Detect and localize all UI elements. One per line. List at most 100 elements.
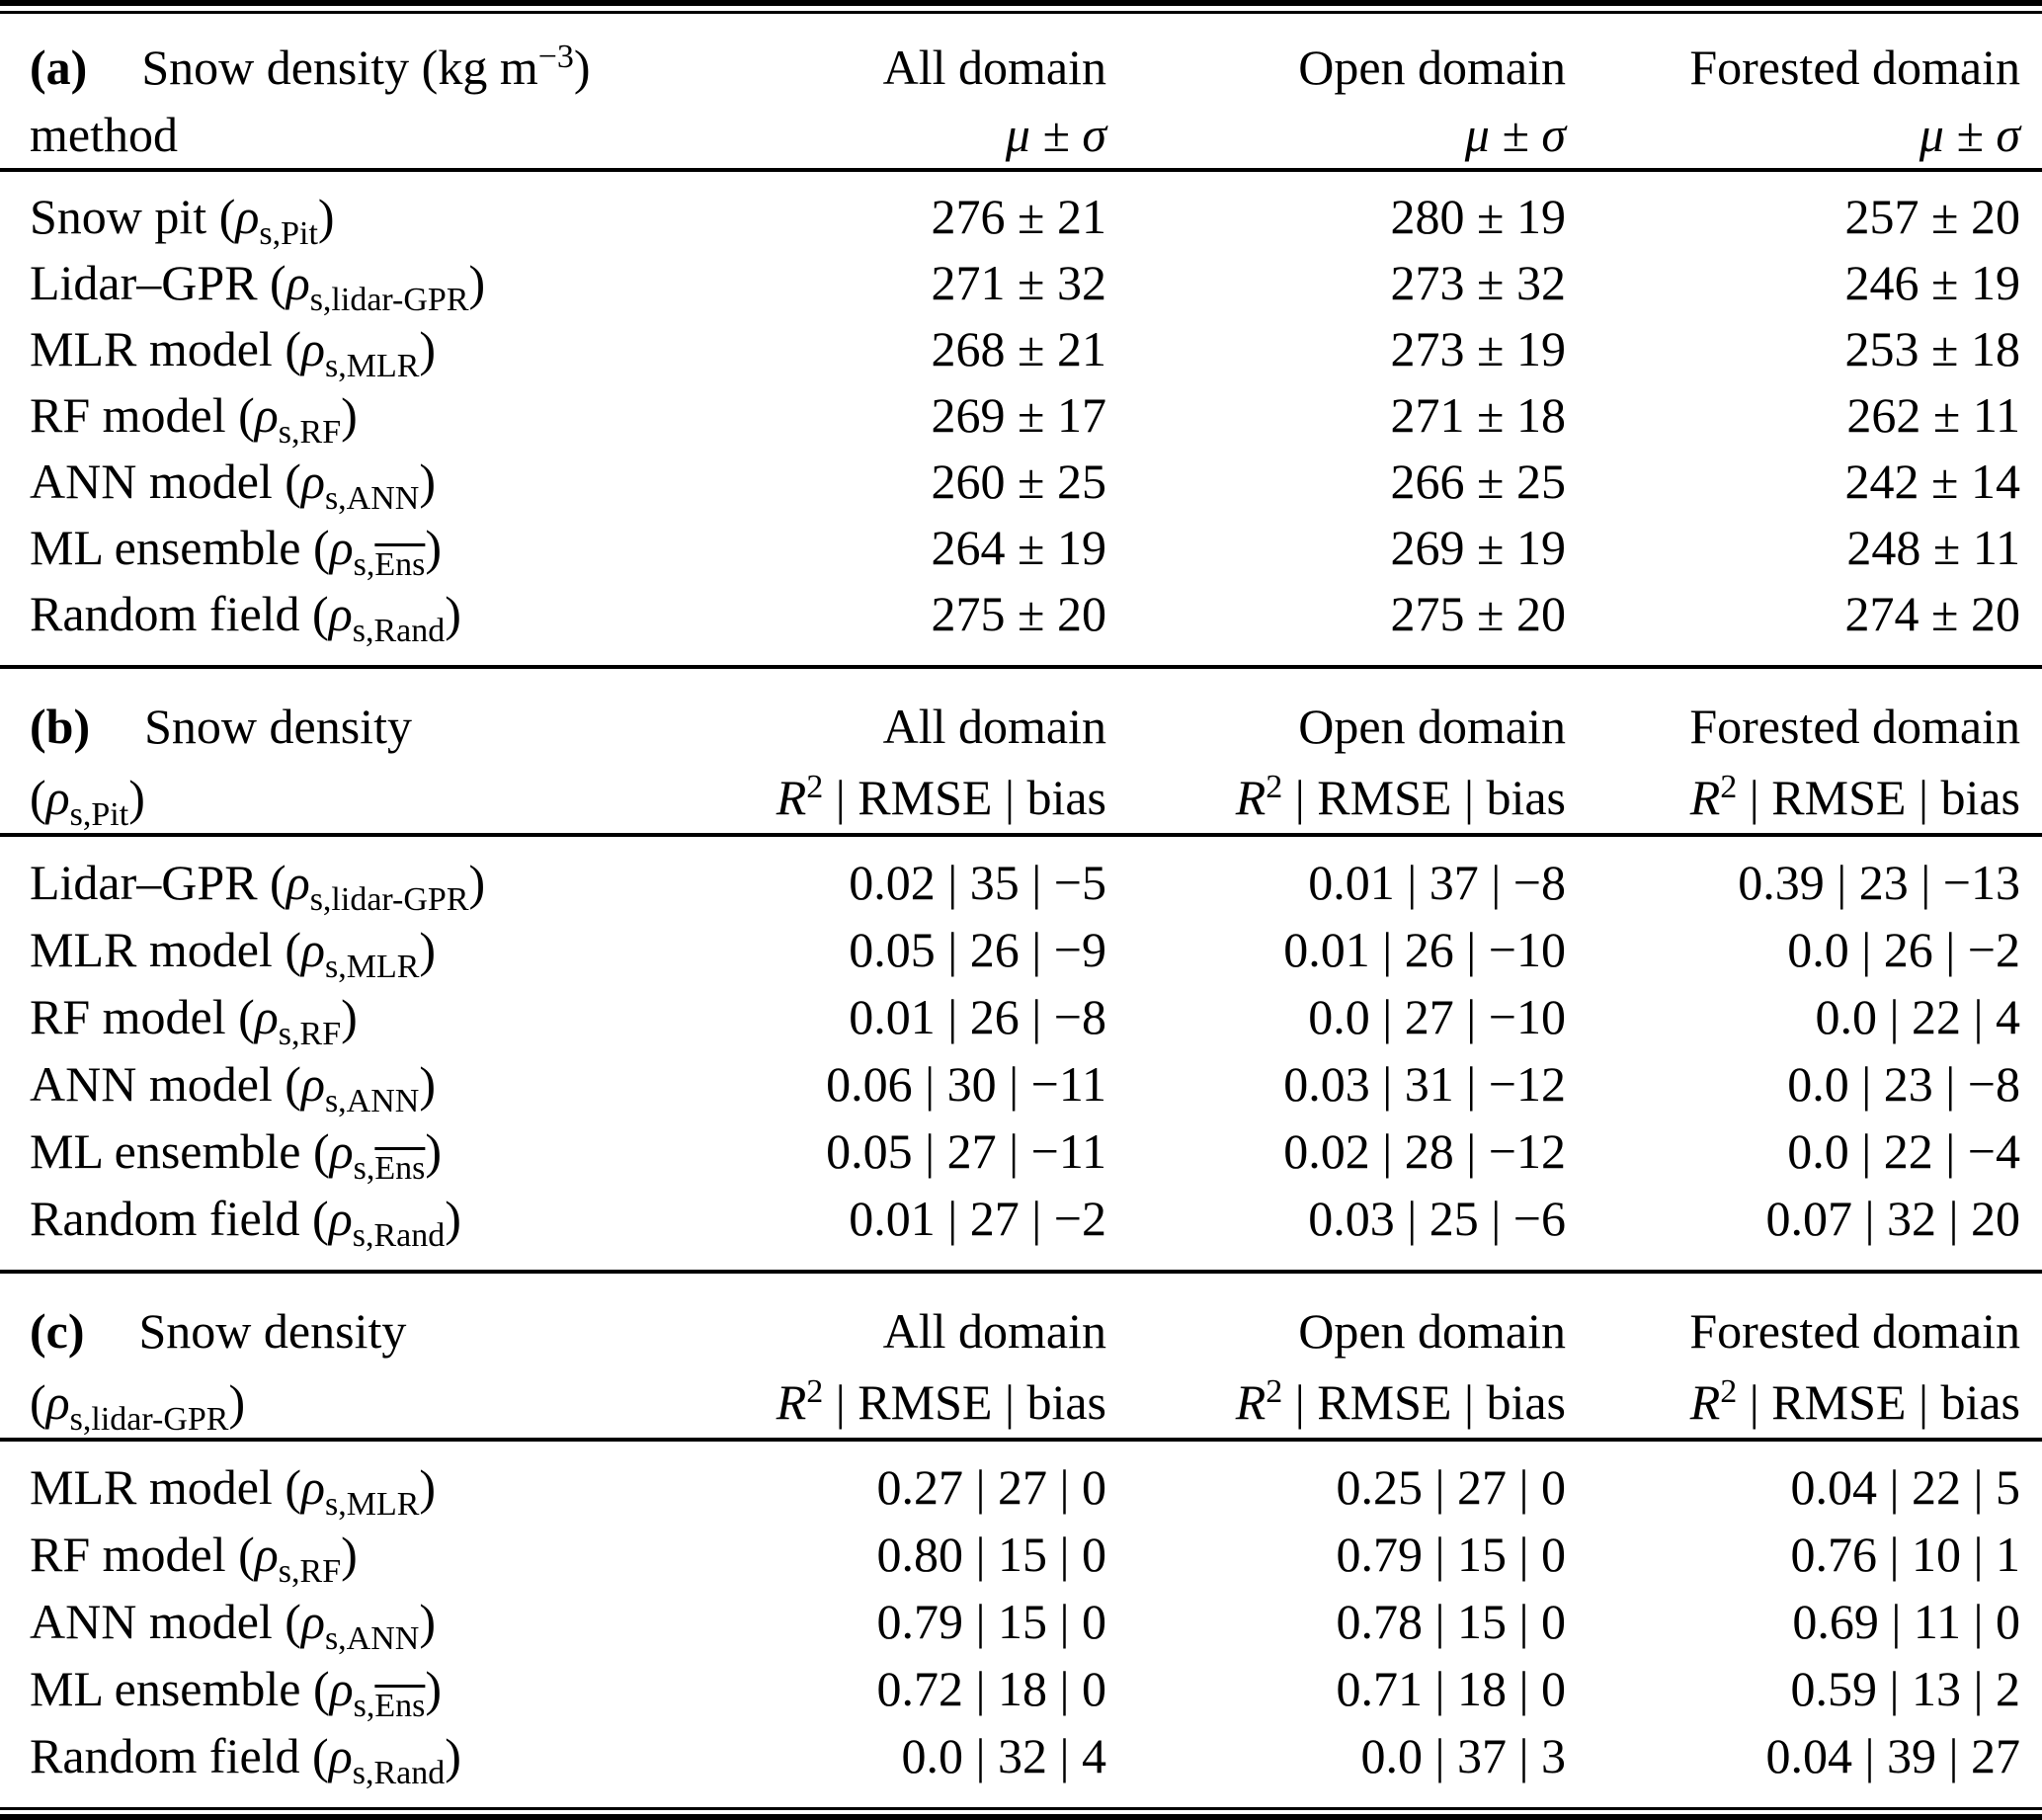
- value-cell-forested-domain: 0.07 | 32 | 20: [1765, 1191, 2020, 1246]
- paren-close: ): [468, 855, 486, 910]
- metric-rest: | RMSE | bias: [823, 770, 1106, 825]
- paren-close: ): [419, 321, 437, 376]
- value-cell-open-domain: 0.71 | 18 | 0: [1336, 1661, 1566, 1716]
- col-header-open-domain: Open domain: [1298, 1303, 1566, 1359]
- value-cell-forested-domain: 242 ± 14: [1844, 454, 2020, 509]
- value-cell-open-domain: 273 ± 19: [1390, 321, 1566, 376]
- value-cell-open-domain: 0.79 | 15 | 0: [1336, 1527, 1566, 1582]
- rho-subscript: s,Rand: [352, 612, 446, 649]
- rho-subscript-overline: Ens: [374, 1149, 426, 1187]
- method-cell: ANN model (ρs,ANN): [30, 1050, 721, 1117]
- paren-close: ): [419, 454, 437, 509]
- paren-close: ): [445, 1728, 461, 1783]
- method-name: ANN model (: [30, 454, 301, 509]
- method-name: Random field (: [30, 586, 329, 641]
- method-cell: Random field (ρs,Rand): [30, 581, 721, 647]
- method-cell: ML ensemble (ρs,Ens): [30, 1655, 721, 1722]
- value-cell-all-domain: 0.01 | 27 | −2: [849, 1191, 1106, 1246]
- paren-close: ): [341, 1527, 358, 1582]
- value-cell-all-domain: 276 ± 21: [931, 189, 1106, 244]
- value-cell-forested-domain: 0.0 | 26 | −2: [1787, 922, 2020, 977]
- value-cell-forested-domain: 262 ± 11: [1846, 387, 2020, 443]
- table-row: MLR model (ρs,MLR) 0.27 | 27 | 0 0.25 | …: [30, 1453, 2020, 1521]
- rho-subscript: s,Rand: [352, 1754, 446, 1791]
- value-cell-all-domain: 0.05 | 27 | −11: [826, 1123, 1106, 1179]
- method-name: ANN model (: [30, 1594, 301, 1649]
- value-cell-forested-domain: 0.39 | 23 | −13: [1738, 855, 2020, 910]
- method-name: Random field (: [30, 1191, 329, 1246]
- value-cell-all-domain: 0.27 | 27 | 0: [876, 1459, 1106, 1515]
- table-row: Lidar–GPR (ρs,lidar-GPR) 271 ± 32 273 ± …: [30, 250, 2020, 316]
- paren-close: ): [425, 1661, 443, 1716]
- divider: [0, 168, 2042, 172]
- paren-open: (: [30, 770, 46, 825]
- metric-rest: | RMSE | bias: [1737, 1374, 2020, 1430]
- rho-subscript: s,Pit: [69, 795, 129, 833]
- rho-symbol: ρ: [300, 1459, 325, 1515]
- value-cell-forested-domain: 253 ± 18: [1844, 321, 2020, 376]
- table-row: ANN model (ρs,ANN) 0.06 | 30 | −11 0.03 …: [30, 1050, 2020, 1117]
- rho-symbol: ρ: [300, 1594, 325, 1649]
- value-cell-open-domain: 0.01 | 26 | −10: [1283, 922, 1566, 977]
- section-b-title-text: Snow density: [144, 699, 412, 754]
- value-cell-all-domain: 269 ± 17: [931, 387, 1106, 443]
- rho-symbol: ρ: [235, 189, 260, 244]
- bottom-rule-thin: [0, 1807, 2042, 1810]
- paren-close: ): [419, 1459, 437, 1515]
- col-header-all-domain: All domain: [882, 40, 1106, 95]
- rho-subscript: s,: [353, 1149, 375, 1187]
- paren-close: ): [468, 255, 486, 310]
- section-c-reference-symbol: (ρs,lidar-GPR): [30, 1366, 721, 1438]
- paren-close: ): [419, 922, 437, 977]
- r-exponent: 2: [1720, 769, 1738, 805]
- rho-symbol: ρ: [286, 255, 310, 310]
- value-cell-open-domain: 0.0 | 37 | 3: [1360, 1728, 1566, 1783]
- r-exponent: 2: [1720, 1373, 1738, 1410]
- rho-subscript: s,ANN: [324, 1619, 420, 1657]
- table-row: MLR model (ρs,MLR) 268 ± 21 273 ± 19 253…: [30, 316, 2020, 382]
- metric-rest: | RMSE | bias: [1282, 770, 1566, 825]
- paren-close: ): [128, 770, 145, 825]
- value-cell-open-domain: 0.25 | 27 | 0: [1336, 1459, 1566, 1515]
- section-b-title: (b) Snow density: [30, 691, 721, 762]
- paren-close: ): [317, 189, 335, 244]
- value-cell-all-domain: 260 ± 25: [931, 454, 1106, 509]
- panel-b-label: (b): [30, 699, 91, 754]
- rho-symbol: ρ: [300, 922, 325, 977]
- value-cell-forested-domain: 0.59 | 13 | 2: [1790, 1661, 2020, 1716]
- value-cell-open-domain: 271 ± 18: [1390, 387, 1566, 443]
- method-cell: Random field (ρs,Rand): [30, 1185, 721, 1252]
- method-cell: ML ensemble (ρs,Ens): [30, 1117, 721, 1185]
- section-a-title-text: Snow density (kg m: [141, 40, 538, 95]
- rho-symbol: ρ: [329, 1661, 354, 1716]
- method-name: Lidar–GPR (: [30, 255, 286, 310]
- value-cell-open-domain: 0.03 | 31 | −12: [1283, 1056, 1566, 1112]
- col-header-all-domain: All domain: [882, 1303, 1106, 1359]
- kg-m-exponent: −3: [537, 39, 574, 75]
- r-exponent: 2: [1266, 1373, 1283, 1410]
- paren-close: ): [341, 989, 358, 1044]
- metric-rest: | RMSE | bias: [1737, 770, 2020, 825]
- table-row: Random field (ρs,Rand) 275 ± 20 275 ± 20…: [30, 581, 2020, 647]
- section-c-header: (c) Snow density All domain Open domain F…: [0, 1274, 2042, 1438]
- table-row: ANN model (ρs,ANN) 260 ± 25 266 ± 25 242…: [30, 449, 2020, 515]
- paren-open: (: [30, 1374, 46, 1430]
- paren-close: ): [419, 1056, 437, 1112]
- rho-subscript: s,ANN: [324, 479, 420, 517]
- table-row: ML ensemble (ρs,Ens) 0.72 | 18 | 0 0.71 …: [30, 1655, 2020, 1722]
- value-cell-all-domain: 271 ± 32: [931, 255, 1106, 310]
- value-cell-all-domain: 0.72 | 18 | 0: [876, 1661, 1106, 1716]
- panel-c-label: (c): [30, 1303, 85, 1359]
- paren-close: ): [425, 520, 443, 575]
- rho-symbol: ρ: [329, 520, 354, 575]
- section-b-reference-symbol: (ρs,Pit): [30, 762, 721, 833]
- table-row: RF model (ρs,RF) 269 ± 17 271 ± 18 262 ±…: [30, 382, 2020, 449]
- method-cell: Lidar–GPR (ρs,lidar-GPR): [30, 250, 721, 316]
- paren-close: ): [445, 586, 461, 641]
- rho-symbol: ρ: [300, 321, 325, 376]
- method-cell: MLR model (ρs,MLR): [30, 916, 721, 983]
- section-a-title-close: ): [573, 40, 591, 95]
- table-row: ML ensemble (ρs,Ens) 0.05 | 27 | −11 0.0…: [30, 1117, 2020, 1185]
- r-symbol: R: [776, 770, 807, 825]
